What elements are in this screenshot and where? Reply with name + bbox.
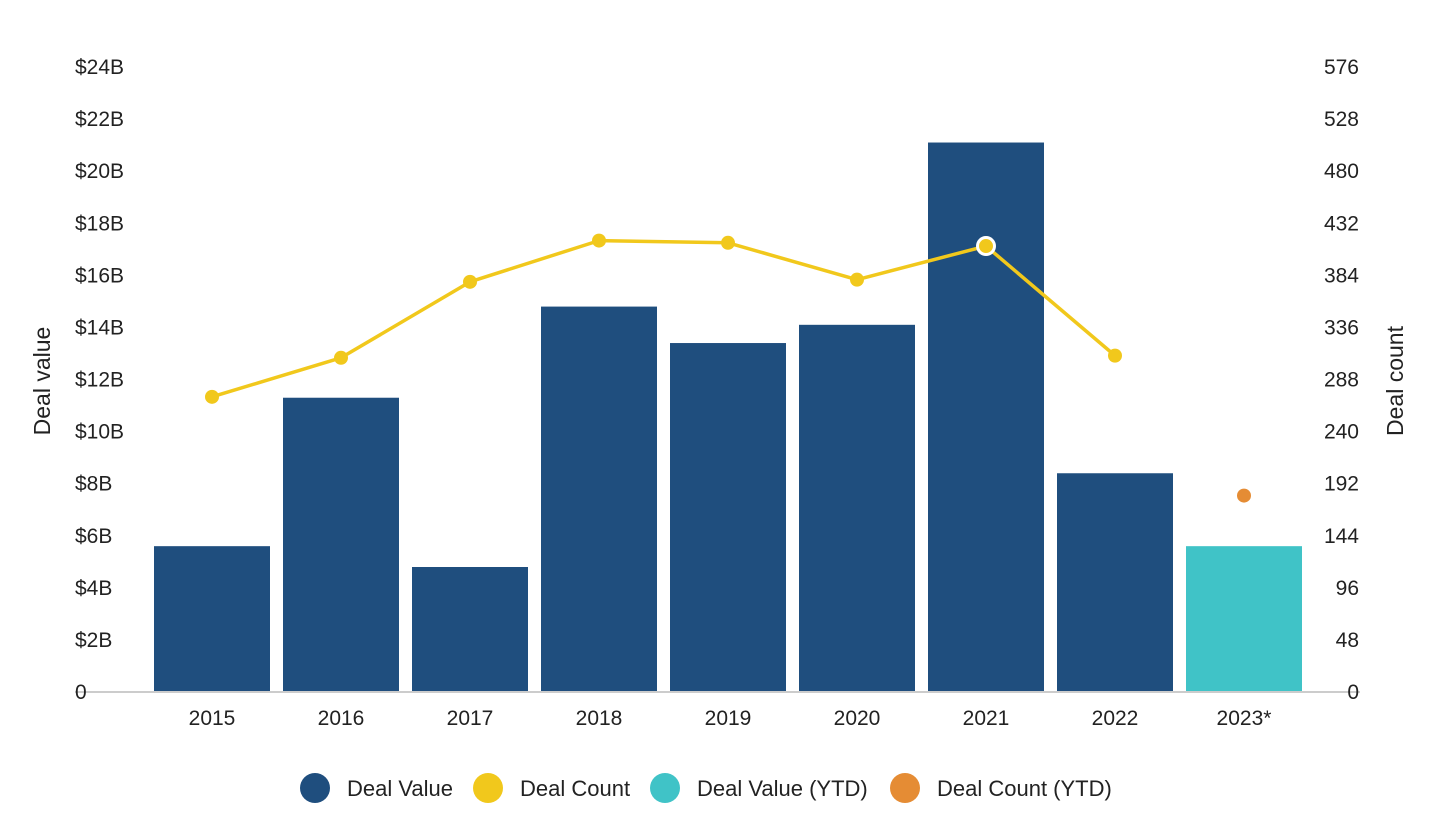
right-tick-label: 480	[1324, 160, 1359, 183]
bars-layer	[154, 142, 1302, 693]
line-deal-count	[211, 238, 1117, 399]
bar-deal-value-2021	[928, 142, 1044, 693]
x-tick-label: 2017	[447, 707, 494, 730]
right-tick-label: 528	[1324, 108, 1359, 131]
x-tick-label: 2023*	[1217, 707, 1272, 730]
point-deal-count-2022	[1108, 348, 1122, 363]
legend-label-deal-value: Deal Value	[347, 776, 453, 801]
bar-deal-value-2020	[799, 324, 915, 692]
right-tick-label: 576	[1324, 56, 1359, 79]
left-tick-label: $8B	[75, 473, 112, 496]
bar-deal-value-2022	[1057, 473, 1173, 692]
point-deal-count-2020	[850, 272, 864, 287]
left-tick-label: $10B	[75, 421, 124, 444]
bar-deal-value-2015	[154, 546, 270, 692]
right-tick-label: 48	[1336, 629, 1359, 652]
left-tick-label: $12B	[75, 369, 124, 392]
legend-swatch-deal-value-ytd	[650, 773, 680, 803]
point-deal-count-2021	[976, 236, 996, 257]
right-tick-label: 240	[1324, 421, 1359, 444]
x-tick-label: 2018	[576, 707, 623, 730]
deal-count-line-layer	[205, 233, 1251, 503]
left-tick-label: 0	[75, 681, 87, 704]
x-tick-label: 2020	[834, 707, 881, 730]
left-tick-label: $22B	[75, 108, 124, 131]
x-axis-ticks: 2015 2016 2017 2018 2019 2020 2021 2022 2023*	[189, 707, 1272, 730]
right-tick-label: 432	[1324, 212, 1359, 235]
x-tick-label: 2016	[318, 707, 365, 730]
legend-swatch-deal-value	[300, 773, 330, 803]
point-deal-count-2015	[205, 389, 219, 404]
left-tick-label: $16B	[75, 264, 124, 287]
bar-deal-value-2017	[412, 567, 528, 692]
x-tick-label: 2021	[963, 707, 1010, 730]
left-axis-ticks: 0 $2B $4B $6B $8B $10B $12B $14B $16B $18B $20B $22…	[75, 56, 124, 704]
bar-deal-value-2016	[283, 397, 399, 692]
left-tick-label: $14B	[75, 316, 124, 339]
right-tick-label: 336	[1324, 316, 1359, 339]
legend-label-deal-value-ytd: Deal Value (YTD)	[697, 776, 868, 801]
right-axis-ticks: 0 48 96 144 192 240 288 336 384 432 480 528 576	[1324, 56, 1359, 704]
x-tick-label: 2015	[189, 707, 236, 730]
legend-label-deal-count: Deal Count	[520, 776, 630, 801]
left-tick-label: $18B	[75, 212, 124, 235]
left-tick-label: $20B	[75, 160, 124, 183]
legend-label-deal-count-ytd: Deal Count (YTD)	[937, 776, 1112, 801]
legend-swatch-deal-count-ytd	[890, 773, 920, 803]
right-tick-label: 96	[1336, 577, 1359, 600]
left-tick-label: $4B	[75, 577, 112, 600]
right-tick-label: 0	[1347, 681, 1359, 704]
legend: Deal Value Deal Count Deal Value (YTD) Deal…	[300, 773, 1112, 803]
x-tick-label: 2019	[705, 707, 752, 730]
bar-deal-value-2018	[541, 306, 657, 692]
left-tick-label: $6B	[75, 525, 112, 548]
left-axis-title: Deal value	[29, 327, 55, 436]
point-deal-count-2016	[334, 350, 348, 365]
left-tick-label: $2B	[75, 629, 112, 652]
right-axis-title: Deal count	[1382, 325, 1408, 436]
point-deal-count-2019	[721, 235, 735, 250]
left-tick-label: $24B	[75, 56, 124, 79]
x-tick-label: 2022	[1092, 707, 1139, 730]
bar-deal-value-ytd-2023	[1186, 546, 1302, 692]
right-tick-label: 192	[1324, 473, 1359, 496]
point-deal-count-2017	[463, 274, 477, 289]
point-deal-count-2018	[592, 233, 606, 248]
legend-swatch-deal-count	[473, 773, 503, 803]
right-tick-label: 144	[1324, 525, 1359, 548]
bar-deal-value-2019	[670, 343, 786, 692]
right-tick-label: 288	[1324, 369, 1359, 392]
right-tick-label: 384	[1324, 264, 1359, 287]
point-deal-count-ytd-2023	[1237, 488, 1251, 503]
